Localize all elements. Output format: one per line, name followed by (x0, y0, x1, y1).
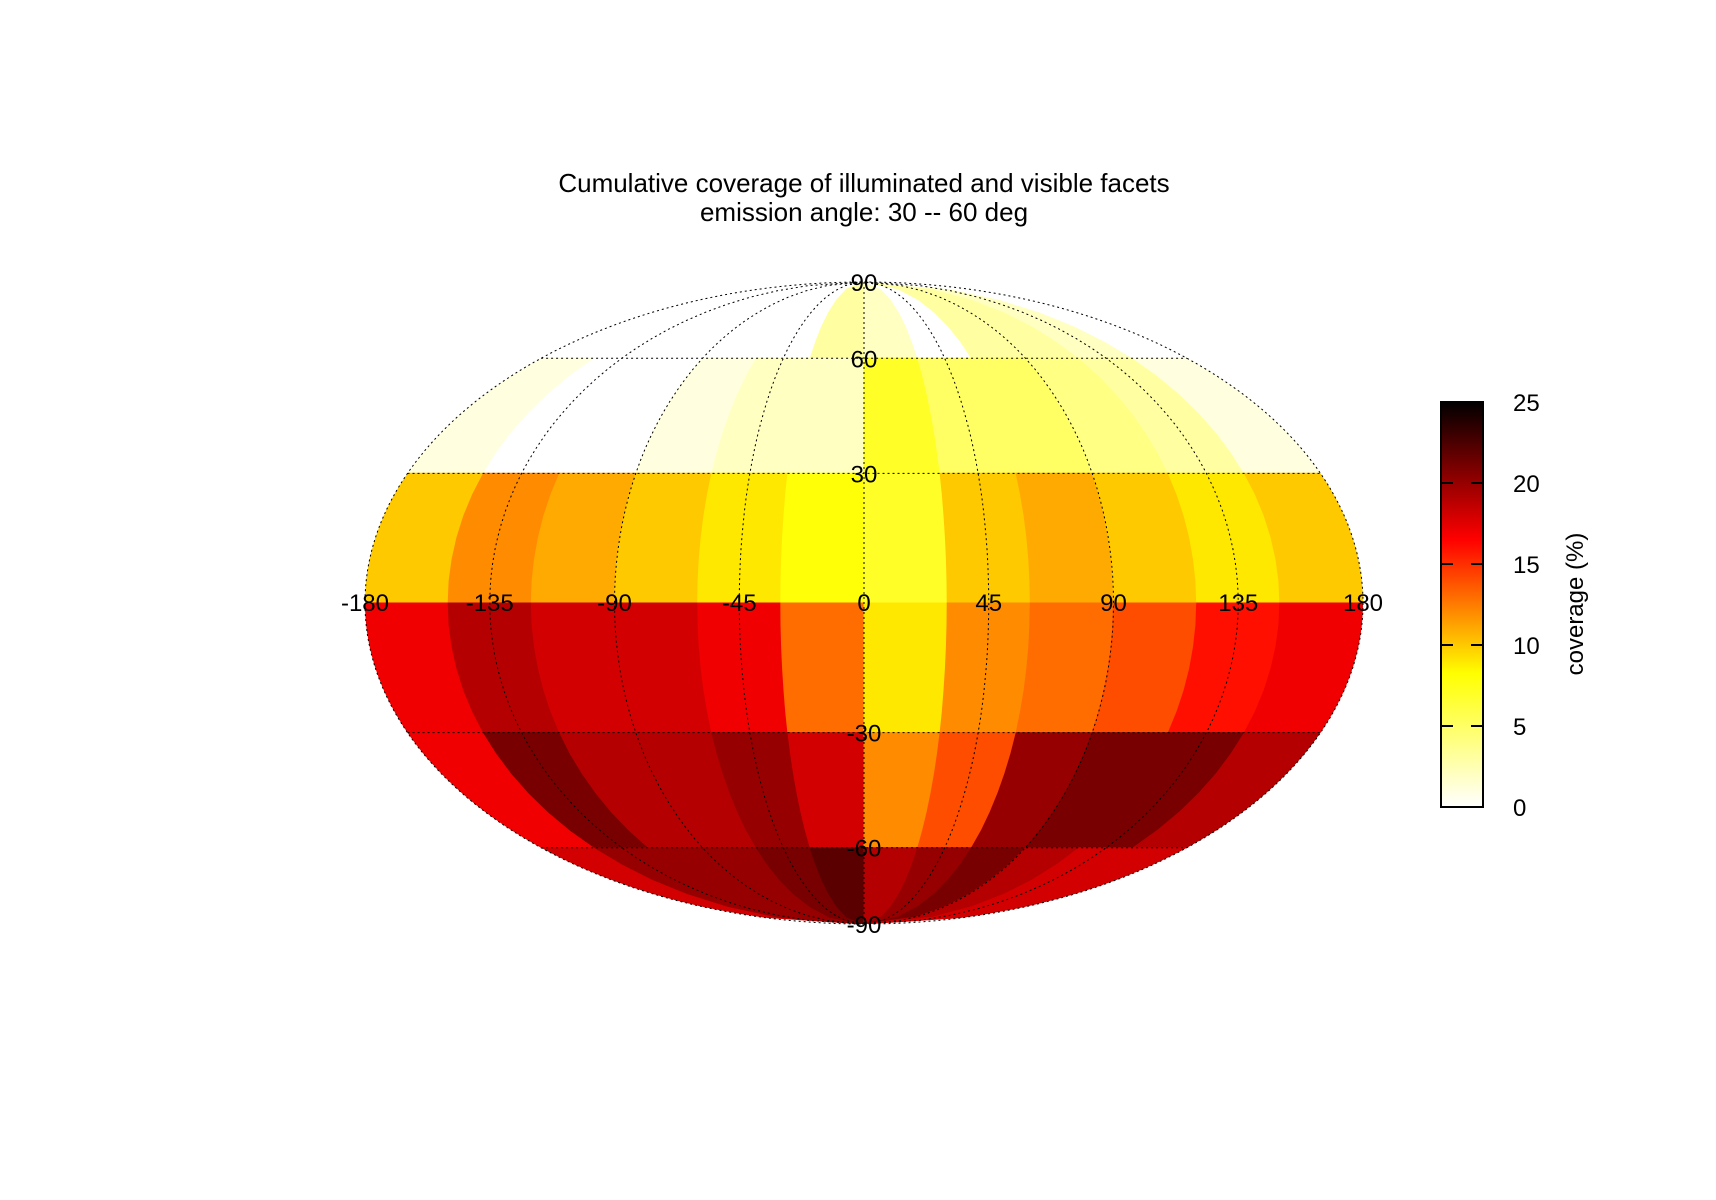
chart-subtitle: emission angle: 30 -- 60 deg (700, 197, 1028, 227)
map-tick-labels: -180 -135 -90 -45 0 45 90 135 180 90 60 30 -30 -60 -90 (341, 270, 1383, 939)
chart-title: Cumulative coverage of illuminated and v… (558, 168, 1169, 198)
lon-tick-label: -180 (341, 590, 389, 617)
lon-tick-label: 45 (975, 590, 1002, 617)
lat-tick-label: 90 (851, 270, 878, 297)
heatmap-cells (365, 282, 1363, 924)
lon-tick-label: 0 (857, 590, 870, 617)
heatmap-cell (939, 602, 1031, 734)
lon-tick-label: 180 (1343, 590, 1383, 617)
colorbar-scale (1440, 401, 1484, 808)
heatmap-cell (1243, 472, 1363, 604)
colorbar-ticks: 0 5 10 15 20 25 (1441, 390, 1540, 822)
heatmap-cell (863, 602, 948, 734)
colorbar-tick-label: 15 (1513, 552, 1540, 579)
lat-tick-label: -60 (847, 836, 882, 863)
colorbar-tick-label: 5 (1513, 714, 1526, 741)
lon-tick-label: -135 (466, 590, 514, 617)
meridian-line (863, 281, 1115, 925)
lon-tick-label: -45 (722, 590, 757, 617)
lat-tick-label: -90 (847, 912, 882, 939)
colorbar-label: coverage (%) (1562, 533, 1589, 676)
heatmap-cell (697, 472, 789, 604)
colorbar-tick-label: 10 (1513, 633, 1540, 660)
meridian-line (738, 281, 865, 925)
lat-tick-label: 60 (851, 346, 878, 373)
heatmap-cell (939, 472, 1031, 604)
heatmap-cell (780, 472, 865, 604)
heatmap-cell (863, 472, 948, 604)
lon-tick-label: 135 (1218, 590, 1258, 617)
colorbar-tick-label: 25 (1513, 390, 1540, 417)
heatmap-cell (780, 602, 865, 734)
heatmap-cell (863, 847, 1188, 924)
colorbar-tick-label: 0 (1513, 795, 1526, 822)
colorbar: 0 5 10 15 20 25 coverage (%) (1440, 390, 1589, 822)
lat-tick-label: 30 (851, 461, 878, 488)
map-gridlines (364, 281, 1364, 925)
lat-tick-label: -30 (847, 721, 882, 748)
meridian-line (863, 281, 990, 925)
heatmap-cell (697, 602, 789, 734)
lon-tick-label: 90 (1100, 590, 1127, 617)
lon-tick-label: -90 (597, 590, 632, 617)
colorbar-tick-label: 20 (1513, 471, 1540, 498)
